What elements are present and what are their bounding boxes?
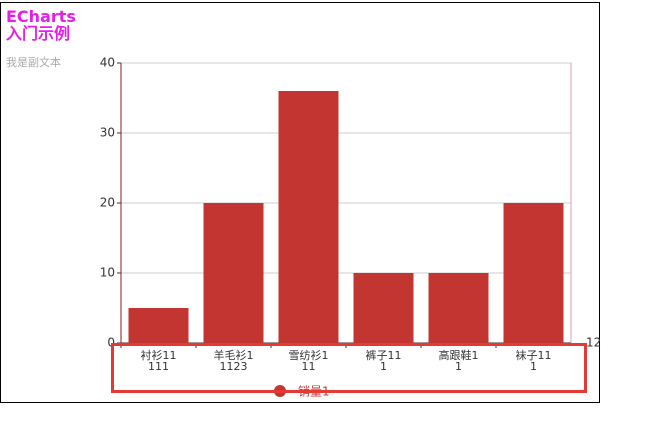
x-tick-label: 衬衫11 111 — [140, 349, 177, 373]
y-tick-label: 20 — [100, 196, 115, 210]
highlight-box — [111, 343, 587, 393]
x-tick-label: 羊毛衫1 1123 — [213, 349, 254, 373]
bar — [428, 273, 489, 343]
x-tick-label: 裤子11 1 — [365, 349, 402, 373]
y-tick-label: 30 — [100, 126, 115, 140]
bar — [128, 308, 189, 343]
chart-title: ECharts 入门示例 — [6, 7, 76, 43]
bar — [353, 273, 414, 343]
y-tick-label: 0 — [107, 336, 115, 350]
x-tick-label: 雪纺衫1 11 — [288, 349, 329, 373]
chart-subtitle: 我是副文本 — [6, 56, 61, 69]
y-tick-label: 40 — [100, 56, 115, 70]
x-axis-label: 12 — [586, 336, 601, 350]
bar — [278, 91, 339, 343]
y-tick-label: 10 — [100, 266, 115, 280]
bar — [503, 203, 564, 343]
bar — [203, 203, 264, 343]
x-tick-label: 高跟鞋1 1 — [438, 349, 479, 373]
x-tick-label: 袜子11 1 — [515, 349, 552, 373]
frame — [0, 2, 600, 403]
